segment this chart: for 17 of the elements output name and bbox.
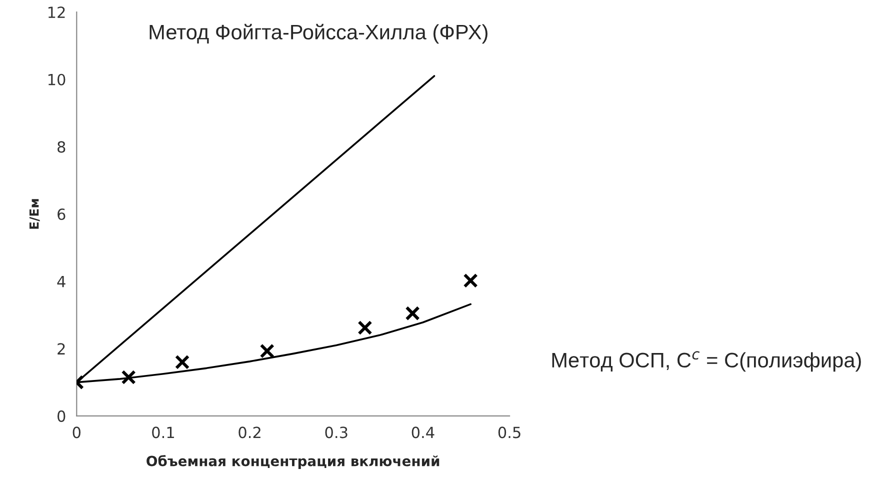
- x-tick-label: 0.4: [412, 426, 434, 438]
- x-tick-label: 0.1: [152, 426, 174, 438]
- x-tick-label: 0: [72, 426, 80, 438]
- y-tick-label: 2: [58, 343, 65, 354]
- y-tick-label: 12: [48, 6, 65, 18]
- y-tick-label: 0: [58, 410, 66, 422]
- x-tick-label: 0.3: [325, 426, 348, 438]
- y-tick-label: 6: [58, 208, 66, 220]
- text: Метод ОСП, C$^{c}$ = C(полиэфира): [552, 351, 861, 372]
- y-tick-label: 10: [48, 74, 66, 86]
- annotation: Метод Фойгта-Ройсса-Хилла (ФРХ): [150, 24, 488, 44]
- x-axis-title: Объемная концентрация включений: [146, 455, 440, 469]
- y-tick-label: 8: [58, 141, 66, 153]
- y-axis-title: E/Eм: [30, 199, 40, 229]
- x-tick-label: 0.5: [498, 426, 520, 438]
- x-tick-label: 0.2: [238, 426, 260, 438]
- y-tick-label: 4: [57, 276, 66, 288]
